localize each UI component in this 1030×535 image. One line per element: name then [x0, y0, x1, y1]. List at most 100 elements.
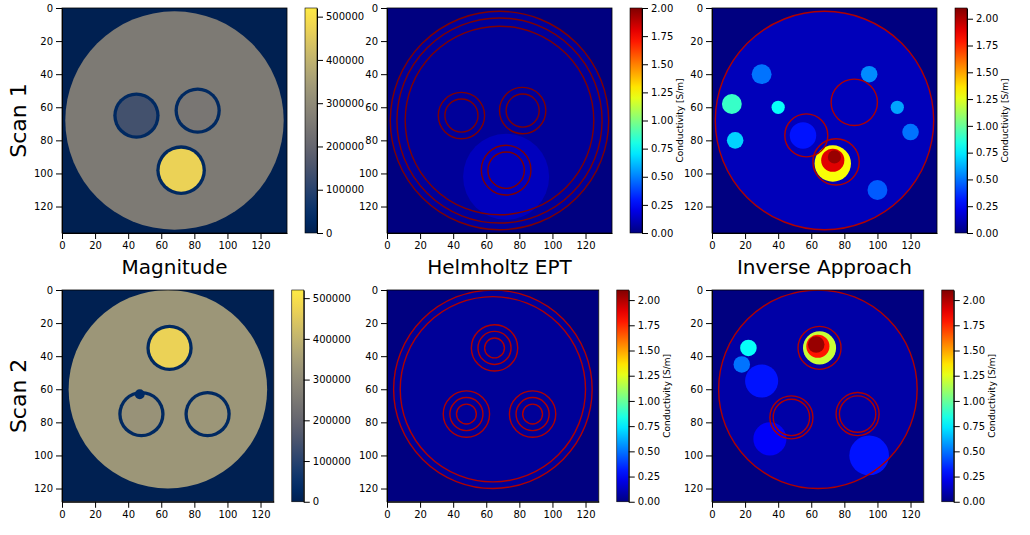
tick: 40 [690, 69, 712, 80]
tick-mark [95, 502, 96, 508]
colorbar-label: Conductivity [S/m] [675, 79, 685, 163]
tick: 40 [447, 233, 460, 251]
tick-label: 40 [447, 240, 460, 251]
tick-mark [967, 126, 973, 127]
tick-mark [317, 146, 323, 147]
region [734, 356, 751, 373]
tick-mark [954, 451, 960, 452]
contour [500, 87, 546, 133]
tick-mark [642, 233, 648, 234]
tick: 1.50 [954, 345, 985, 356]
tick-label: 2.00 [976, 13, 998, 24]
colorbar-scale [942, 290, 954, 502]
tick-label: 20 [40, 36, 53, 47]
tick-label: 120 [684, 201, 703, 212]
tick: 100 [543, 233, 562, 251]
tick-mark [706, 207, 712, 208]
panel: 0204060801001200204060801001200100000200… [34, 285, 351, 520]
tick-mark [911, 502, 912, 508]
tick: 1.75 [642, 31, 673, 42]
tick: 0.75 [629, 421, 660, 432]
tick-mark [317, 103, 323, 104]
tick: 0.50 [967, 174, 998, 185]
region [803, 331, 836, 364]
tick: 0.50 [642, 171, 673, 182]
tick-label: 20 [739, 240, 752, 251]
tick-mark [706, 290, 712, 291]
tick-label: 120 [251, 509, 270, 520]
axis-line [712, 291, 713, 503]
tick-label: 100 [218, 240, 237, 251]
tick: 20 [40, 318, 62, 329]
tick-mark [56, 323, 62, 324]
colorbar-frame [630, 8, 642, 233]
tick-mark [381, 455, 387, 456]
tick-label: 1.00 [963, 396, 985, 407]
tick: 0 [59, 233, 65, 251]
contour [839, 396, 875, 432]
tick: 100 [34, 168, 62, 179]
tick-mark [194, 233, 195, 239]
tick-label: 80 [838, 509, 851, 520]
tick-label: 0 [384, 509, 390, 520]
tick-label: 1.25 [963, 370, 985, 381]
tick-mark [381, 107, 387, 108]
x-axis: 020406080100120 [709, 233, 937, 251]
tick-label: 0.75 [651, 143, 673, 154]
region [113, 92, 159, 138]
background-cell [387, 8, 612, 233]
tick: 100 [868, 233, 887, 251]
panel: 0204060801001200204060801001200100000200… [34, 3, 364, 251]
tick-mark [56, 207, 62, 208]
tick-label: 100 [543, 509, 562, 520]
colorbar: 0.000.250.500.751.001.251.501.752.00Cond… [942, 290, 997, 507]
colorbar-frame [305, 8, 317, 233]
tick: 80 [40, 417, 62, 428]
axis-line [62, 291, 63, 503]
tick-mark [586, 502, 587, 508]
tick-mark [304, 339, 310, 340]
tick: 40 [772, 233, 785, 251]
tick-label: 80 [513, 240, 526, 251]
tick: 0.75 [642, 143, 673, 154]
tick-label: 0.25 [651, 200, 673, 211]
tick: 120 [251, 502, 270, 520]
tick-mark [642, 36, 648, 37]
tick-mark [486, 233, 487, 239]
tick-label: 60 [365, 102, 378, 113]
tick-mark [304, 420, 310, 421]
panel: 0204060801001200204060801001200.000.250.… [684, 3, 1010, 251]
colorbar-axis: 0.000.250.500.751.001.251.501.752.00 [642, 3, 673, 239]
tick: 80 [690, 417, 712, 428]
tick-label: 400000 [326, 55, 364, 66]
tick-mark [552, 233, 553, 239]
tick-label: 120 [251, 240, 270, 251]
tick-mark [420, 233, 421, 239]
tick-label: 80 [838, 240, 851, 251]
contour [445, 99, 478, 132]
tick-mark [629, 376, 635, 377]
tick: 0 [384, 502, 390, 520]
contour [443, 391, 489, 437]
tick-label: 0 [59, 240, 65, 251]
tick: 1.25 [642, 87, 673, 98]
region [175, 87, 221, 133]
region [184, 391, 230, 437]
tick: 1.50 [642, 59, 673, 70]
tick-label: 1.25 [651, 87, 673, 98]
tick: 80 [40, 135, 62, 146]
tick: 1.00 [642, 115, 673, 126]
tick-mark [706, 356, 712, 357]
contour [770, 396, 813, 439]
region [390, 11, 608, 229]
tick: 1.25 [967, 94, 998, 105]
tick-label: 80 [40, 135, 53, 146]
tick-label: 60 [480, 509, 493, 520]
region [150, 328, 190, 368]
image [387, 8, 612, 233]
region [117, 96, 157, 136]
tick-mark [706, 74, 712, 75]
tick: 100 [543, 502, 562, 520]
tick-label: 40 [122, 509, 135, 520]
region [394, 290, 593, 489]
